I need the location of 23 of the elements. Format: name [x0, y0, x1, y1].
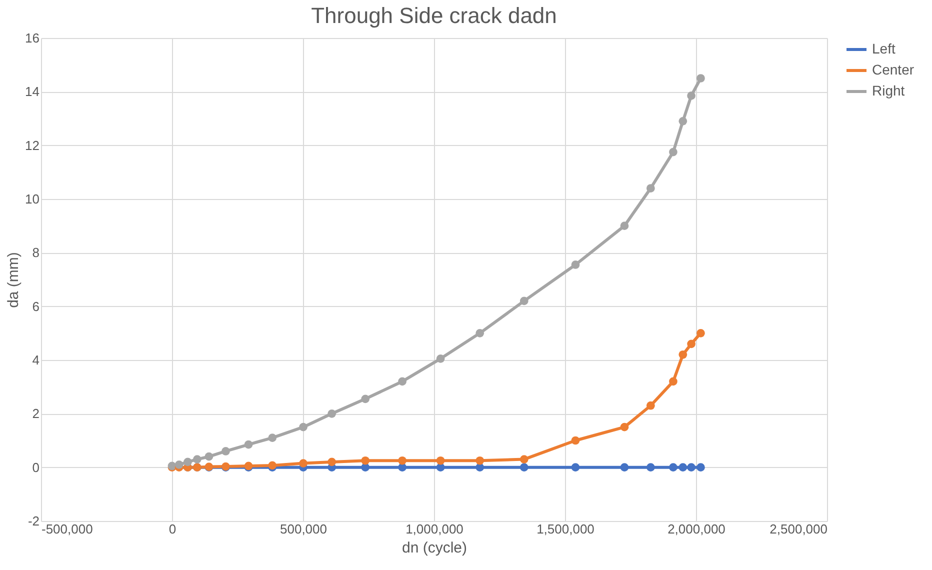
y-tick-label: 16 — [25, 30, 40, 46]
legend-label: Center — [872, 62, 914, 78]
x-tick-label: 1,000,000 — [406, 522, 464, 536]
y-tick-label: 0 — [32, 460, 40, 475]
y-tick-label: 6 — [32, 298, 40, 314]
y-axis-title: da (mm) — [5, 252, 22, 308]
chart-title: Through Side crack dadn — [311, 3, 557, 28]
x-tick-label: 2,500,000 — [770, 522, 828, 536]
y-tick-label: -2 — [28, 514, 40, 528]
y-tick-label: 14 — [25, 84, 40, 100]
x-tick-label: 1,500,000 — [536, 522, 594, 536]
y-tick-label: 8 — [32, 245, 40, 260]
legend-label: Left — [872, 40, 896, 56]
x-axis-title: dn (cycle) — [402, 540, 468, 556]
x-tick-label: 0 — [168, 522, 176, 536]
y-tick-label: 2 — [32, 406, 40, 422]
y-tick-label: 12 — [25, 138, 40, 153]
legend-label: Right — [872, 82, 905, 98]
y-tick-label: 10 — [25, 192, 40, 206]
y-tick-label: 4 — [32, 352, 40, 368]
x-tick-label: -500,000 — [42, 522, 93, 536]
x-tick-label: 500,000 — [280, 522, 327, 536]
x-tick-label: 2,000,000 — [668, 522, 726, 536]
